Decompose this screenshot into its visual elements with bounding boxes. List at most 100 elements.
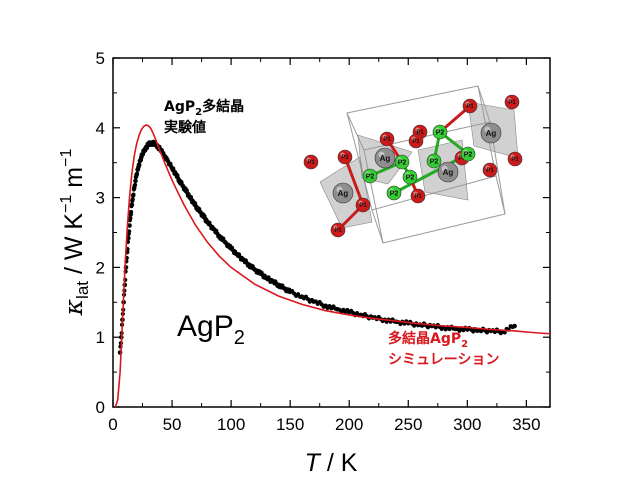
y-axis-sub: lat xyxy=(73,281,92,299)
ag-atom-highlight xyxy=(484,126,491,133)
p1-atom-highlight xyxy=(306,157,311,162)
ag-atom-highlight xyxy=(378,151,385,158)
y-tick-label: 2 xyxy=(96,258,105,277)
x-axis-var: T xyxy=(305,449,322,477)
experiment-point xyxy=(129,202,135,207)
p1-atom xyxy=(408,133,424,149)
ag-atom xyxy=(374,147,396,169)
annotation-simulation-line1: 多結晶AgP2 xyxy=(388,330,468,350)
inset-atoms: AgAgAgAgP1P1P1P1P1P1P1P1P1P1P1P1P1P2P2P2… xyxy=(303,94,523,238)
y-tick-label: 1 xyxy=(96,328,105,347)
y-tick-labels: 0 1 2 3 4 5 xyxy=(96,49,105,417)
x-tick-label: 200 xyxy=(335,415,363,434)
p1-bond xyxy=(343,156,365,206)
p2-atom-highlight xyxy=(429,156,434,161)
experiment-point xyxy=(127,229,132,234)
p1-atom-highlight xyxy=(358,200,363,205)
p2-atom-label: P2 xyxy=(406,174,415,181)
p1-atom-highlight xyxy=(333,225,338,230)
p1-atom-label: P1 xyxy=(508,100,516,106)
p1-atom-label: P1 xyxy=(511,157,519,163)
p1-atom xyxy=(337,149,353,165)
ag-atom-highlight xyxy=(441,165,448,172)
p2-atom-highlight xyxy=(365,171,370,176)
experiment-point xyxy=(502,330,507,335)
x-tick-label: 350 xyxy=(512,415,540,434)
p2-atom-label: P2 xyxy=(464,151,473,158)
p1-atom-label: P1 xyxy=(416,130,424,136)
x-tick-label: 0 xyxy=(108,415,117,434)
p1-atom-label: P1 xyxy=(334,228,342,234)
p1-atom-label: P1 xyxy=(359,203,367,209)
experiment-point xyxy=(127,223,132,228)
y-axis-unit-exp2: −1 xyxy=(58,149,75,167)
x-tick-label: 300 xyxy=(453,415,481,434)
ag-atom-label: Ag xyxy=(443,168,454,177)
p2-atom-label: P2 xyxy=(366,173,375,180)
y-tick-label: 3 xyxy=(96,189,105,208)
experiment-point xyxy=(134,171,140,176)
ag-atom-highlight xyxy=(336,186,343,193)
p1-atom-label: P1 xyxy=(466,104,474,110)
p1-atom-label: P1 xyxy=(307,160,315,166)
ag-atom xyxy=(332,182,354,204)
p1-atom xyxy=(379,131,395,147)
p1-atom-label: P1 xyxy=(341,155,349,161)
p1-atom xyxy=(303,154,319,170)
p1-atom xyxy=(355,197,371,213)
p2-atom-highlight xyxy=(405,172,410,177)
p1-atom-label: P1 xyxy=(383,137,391,143)
y-axis-var: κ xyxy=(59,298,88,316)
ag-atom xyxy=(437,161,459,183)
p1-atom-highlight xyxy=(485,165,490,170)
p1-atom-highlight xyxy=(340,152,345,157)
annotation-simulation-line2: シミュレーション xyxy=(388,352,499,368)
p1-atom xyxy=(482,162,498,178)
ag-atom-label: Ag xyxy=(486,129,497,138)
p2-atom-highlight xyxy=(463,149,468,154)
ag-atom xyxy=(480,122,502,144)
p2-atom-highlight xyxy=(389,188,394,193)
x-tick-label: 50 xyxy=(163,415,182,434)
p2-atom-label: P2 xyxy=(398,159,407,166)
p1-atom-label: P1 xyxy=(414,194,422,200)
y-axis-unit-m: m xyxy=(60,167,88,188)
y-tick-label: 0 xyxy=(96,398,105,417)
axis-ticks xyxy=(112,57,550,408)
p1-atom xyxy=(410,188,426,204)
p1-atom xyxy=(504,94,520,110)
y-axis-unit-main: W K xyxy=(60,213,88,261)
x-axis-unit: K xyxy=(341,449,358,477)
p2-atom xyxy=(432,124,448,140)
p1-atom xyxy=(507,151,523,167)
p2-atom-label: P2 xyxy=(430,158,439,165)
experiment-point xyxy=(131,192,136,197)
compound-label: AgP2 xyxy=(177,310,245,349)
p2-atom xyxy=(426,153,442,169)
series-simulation-line xyxy=(114,124,551,408)
p1-atom xyxy=(462,98,478,114)
p2-atom xyxy=(362,168,378,184)
p2-atom-highlight xyxy=(397,157,402,162)
series-experiment xyxy=(117,139,517,355)
y-tick-label: 5 xyxy=(96,49,105,68)
p1-atom-label: P1 xyxy=(486,168,494,174)
p1-atom-highlight xyxy=(415,127,420,132)
x-tick-label: 150 xyxy=(276,415,304,434)
ag-atom-label: Ag xyxy=(380,154,391,163)
experiment-point xyxy=(129,209,134,215)
p2-atom xyxy=(460,146,476,162)
x-axis-title: T / K xyxy=(305,449,358,477)
y-axis-title: κlat / W K−1 m−1 xyxy=(58,149,92,317)
p2-atom xyxy=(402,169,418,185)
annotation-experiment-line1: AgP2多結晶 xyxy=(164,98,244,118)
x-tick-labels: 0 50 100 150 200 250 300 350 xyxy=(108,415,540,434)
p1-atom-label: P1 xyxy=(412,139,420,145)
p1-atom-highlight xyxy=(507,97,512,102)
annotation-experiment-line2: 実験値 xyxy=(164,119,206,136)
p2-atom-label: P2 xyxy=(390,190,399,197)
p1-atom-highlight xyxy=(510,154,515,159)
p1-atom-label: P1 xyxy=(458,156,466,162)
